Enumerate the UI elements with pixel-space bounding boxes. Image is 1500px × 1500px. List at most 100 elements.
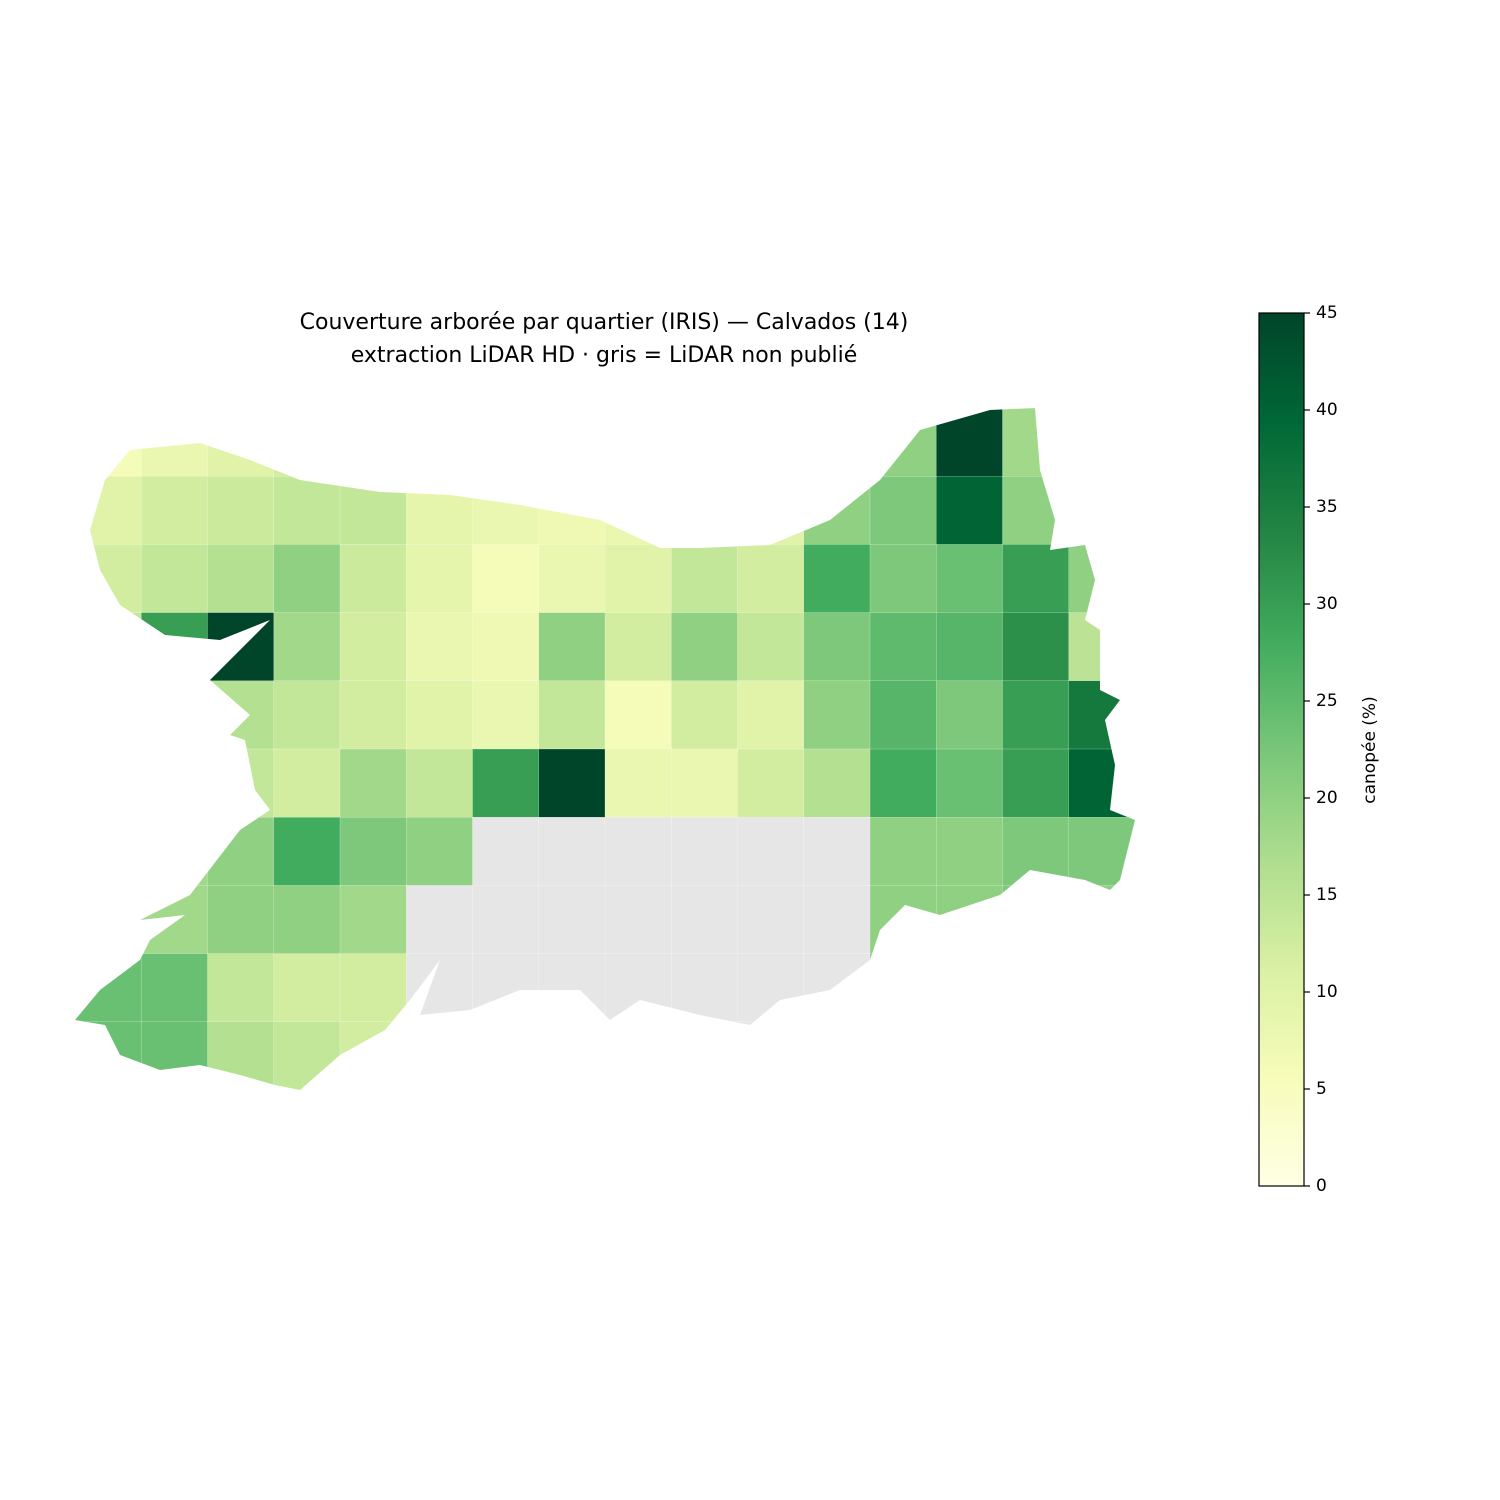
region <box>803 817 871 887</box>
region <box>671 408 739 477</box>
region <box>406 544 474 614</box>
region <box>339 885 407 955</box>
region <box>803 476 871 546</box>
region <box>869 544 937 614</box>
region <box>75 612 142 682</box>
region <box>472 748 540 818</box>
region <box>604 953 672 1023</box>
region <box>604 612 672 682</box>
region <box>207 953 275 1023</box>
region <box>1002 408 1070 477</box>
region <box>737 1021 805 1090</box>
region <box>472 612 540 682</box>
region <box>273 476 341 546</box>
region-layer <box>75 408 1135 1090</box>
region <box>1068 476 1135 546</box>
region <box>141 476 209 546</box>
region <box>472 408 540 477</box>
region <box>936 476 1004 546</box>
region <box>803 748 871 818</box>
region <box>1068 953 1135 1023</box>
colorbar-tick-label: 15 <box>1316 885 1338 905</box>
region <box>869 408 937 477</box>
region <box>869 1021 937 1090</box>
region <box>538 544 606 614</box>
region <box>339 817 407 887</box>
region <box>207 885 275 955</box>
region <box>538 885 606 955</box>
region <box>207 544 275 614</box>
region <box>1068 408 1135 477</box>
region <box>869 612 937 682</box>
colorbar-tick-label: 35 <box>1316 497 1338 517</box>
region <box>1068 680 1135 750</box>
region <box>936 680 1004 750</box>
region <box>737 953 805 1023</box>
region <box>538 612 606 682</box>
region <box>273 544 341 614</box>
region <box>1002 885 1070 955</box>
region <box>604 544 672 614</box>
region <box>406 885 474 955</box>
region <box>737 408 805 477</box>
region <box>671 817 739 887</box>
region <box>803 953 871 1023</box>
region <box>803 544 871 614</box>
region <box>207 1021 275 1090</box>
colorbar-tick-label: 5 <box>1316 1079 1327 1099</box>
region <box>604 476 672 546</box>
region <box>339 476 407 546</box>
region <box>737 476 805 546</box>
region <box>936 748 1004 818</box>
region <box>671 1021 739 1090</box>
region <box>207 680 275 750</box>
region <box>207 476 275 546</box>
region <box>671 476 739 546</box>
region <box>339 612 407 682</box>
region <box>472 1021 540 1090</box>
region <box>273 612 341 682</box>
region <box>75 476 142 546</box>
region <box>604 748 672 818</box>
region <box>737 612 805 682</box>
region <box>207 612 275 682</box>
region <box>339 408 407 477</box>
colorbar-tick-label: 20 <box>1316 788 1338 808</box>
region <box>406 476 474 546</box>
region <box>1068 1021 1135 1090</box>
region <box>1002 476 1070 546</box>
region <box>406 1021 474 1090</box>
colorbar-tick-label: 45 <box>1316 303 1338 323</box>
region <box>671 680 739 750</box>
region <box>1002 1021 1070 1090</box>
region <box>1002 612 1070 682</box>
region <box>936 544 1004 614</box>
region <box>803 612 871 682</box>
region <box>604 817 672 887</box>
region <box>273 680 341 750</box>
region <box>406 408 474 477</box>
region <box>273 817 341 887</box>
region <box>1068 748 1135 818</box>
region <box>538 408 606 477</box>
region <box>936 408 1004 477</box>
region <box>737 680 805 750</box>
region <box>339 953 407 1023</box>
region <box>75 953 142 1023</box>
colorbar-tick-label: 40 <box>1316 400 1338 420</box>
region <box>869 817 937 887</box>
region <box>406 817 474 887</box>
region <box>75 680 142 750</box>
region <box>936 953 1004 1023</box>
region <box>472 476 540 546</box>
region <box>207 817 275 887</box>
region <box>604 680 672 750</box>
region <box>207 748 275 818</box>
region <box>538 1021 606 1090</box>
region <box>141 544 209 614</box>
region <box>936 885 1004 955</box>
region <box>869 748 937 818</box>
region <box>1002 544 1070 614</box>
region <box>737 817 805 887</box>
